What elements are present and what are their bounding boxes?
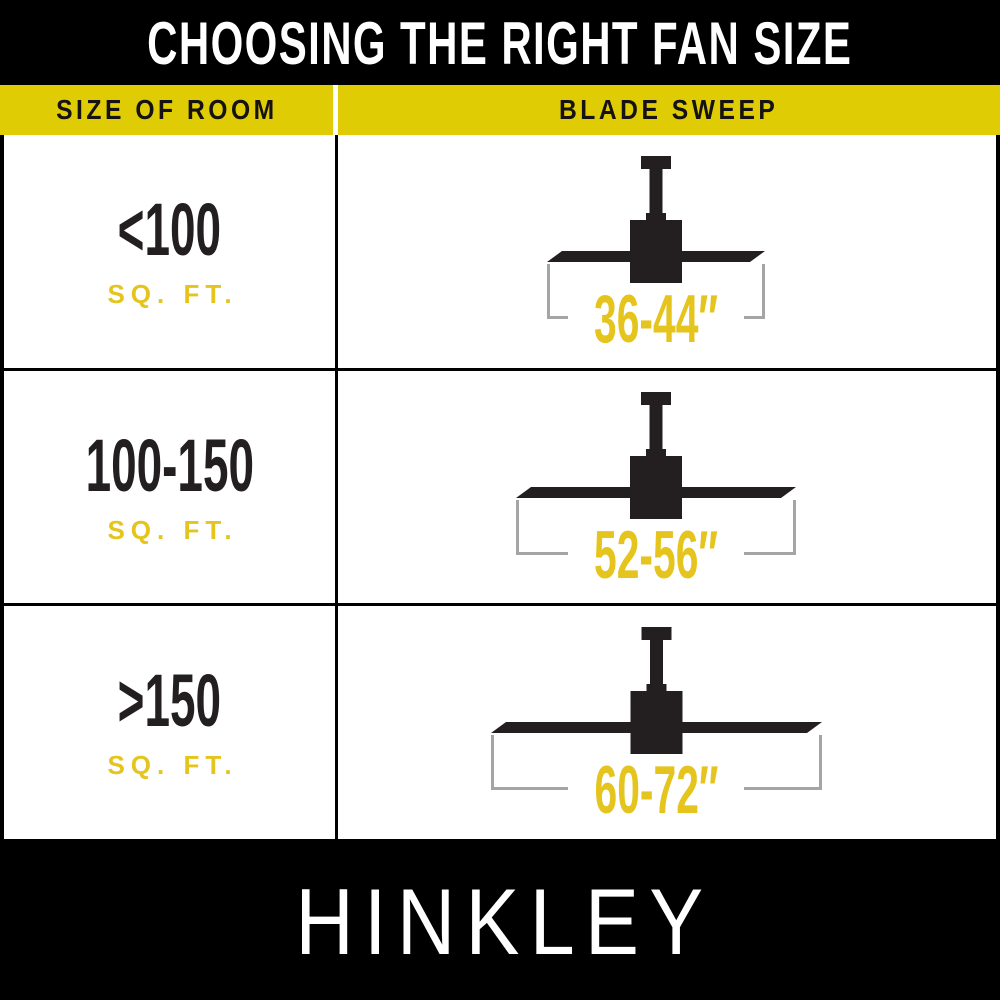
room-size-value: >150 [117,659,222,743]
room-size-unit: SQ. FT. [107,750,238,781]
blade-sweep-value: 36-44″ [594,281,718,357]
table-row: >150 SQ. FT. 60-72″ [4,603,996,840]
blade-sweep-bracket [516,499,796,555]
blade-sweep-value: 60-72″ [594,752,718,829]
blade-sweep-cell: 36-44″ [338,135,996,368]
title-bar: CHOOSING THE RIGHT FAN SIZE [0,0,1000,85]
fan-size-table: <100 SQ. FT. 36-44″ 100-150 SQ. FT. 52-5… [0,135,1000,843]
room-size-cell: <100 SQ. FT. [4,135,338,368]
room-size-unit: SQ. FT. [107,514,238,545]
brand-logo-text: HINKLEY [295,868,714,974]
ceiling-fan-icon [547,156,765,283]
room-size-unit: SQ. FT. [107,278,238,309]
column-header-room: SIZE OF ROOM [0,85,338,135]
column-header-row: SIZE OF ROOM BLADE SWEEP [0,85,1000,135]
table-row: <100 SQ. FT. 36-44″ [4,135,996,368]
room-size-value: <100 [117,187,222,271]
blade-sweep-figure: 36-44″ [547,156,765,353]
room-size-value: 100-150 [85,423,254,507]
brand-bar: HINKLEY [0,843,1000,1000]
ceiling-fan-icon [516,391,796,519]
blade-sweep-figure: 60-72″ [490,627,822,824]
column-header-sweep-label: BLADE SWEEP [559,94,779,125]
ceiling-fan-icon [490,627,822,755]
blade-sweep-cell: 60-72″ [338,606,996,839]
room-size-cell: >150 SQ. FT. [4,606,338,840]
blade-sweep-cell: 52-56″ [338,371,996,604]
column-header-room-label: SIZE OF ROOM [55,94,278,125]
table-row: 100-150 SQ. FT. 52-56″ [4,367,996,604]
room-size-cell: 100-150 SQ. FT. [4,370,338,604]
blade-sweep-value: 52-56″ [594,516,718,593]
blade-sweep-bracket [547,264,765,319]
page-title: CHOOSING THE RIGHT FAN SIZE [147,10,853,77]
blade-sweep-bracket [490,735,822,791]
blade-sweep-figure: 52-56″ [516,391,796,589]
column-header-sweep: BLADE SWEEP [338,85,1000,135]
